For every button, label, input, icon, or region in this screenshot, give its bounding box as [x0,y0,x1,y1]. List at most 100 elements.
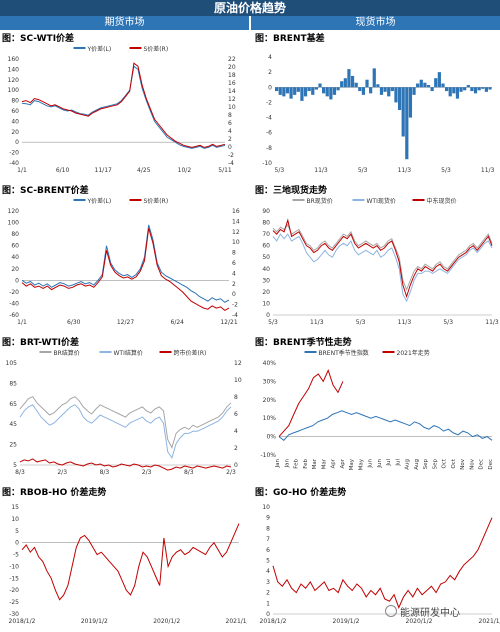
x-tick-label: 11/3 [398,319,412,326]
y-tick-label: 80 [11,231,19,238]
y-tick-label: 80 [262,220,270,227]
y-tick-label: -60 [9,312,19,319]
y-right-tick-label: -2 [232,302,238,309]
bar [463,87,467,91]
x-tick-label: 11/17 [95,167,112,174]
x-tick-label: Jun [377,458,383,468]
y-right-tick-label: 12 [232,229,240,236]
bar [459,87,463,92]
bar [322,87,326,94]
x-tick-label: Dec [479,459,485,470]
y-right-tick-label: -2 [228,152,234,159]
y-tick-label: -10 [262,160,272,167]
y-tick-label: 9 [266,515,270,522]
bar [430,87,434,92]
x-tick-label: Aug [405,459,411,470]
bar [390,87,394,92]
bar [426,85,431,88]
x-tick-label: 11/3 [398,167,412,174]
x-tick-label: 11/3 [481,167,495,174]
y-tick-label: 40 [262,266,270,273]
y-tick-label: 30% [263,378,277,385]
legend-label: 中东现货价 [427,197,457,205]
page-title: 原油价格趋势 [0,0,500,16]
y-tick-label: 0 [266,611,270,618]
y-right-tick-label: 22 [228,56,236,63]
sc-wti-chart: Y价差(L) S价差(R)160140120100806040200-20-402… [8,45,236,174]
y-tick-label: 20% [263,397,277,404]
x-tick-label: 5/11 [218,167,232,174]
x-tick-label: 10/2 [178,167,192,174]
y-tick-label: 5 [13,462,17,469]
y-tick-label: 80 [11,98,19,105]
x-tick-label: 8/3 [15,469,25,476]
y-tick-label: 100 [8,87,20,94]
y-tick-label: 5 [266,558,270,565]
y-tick-label: -20 [9,587,19,594]
y-tick-label: 20 [11,129,19,136]
bar [372,68,376,88]
y-right-tick-label: 10 [232,239,240,246]
y-right-tick-label: 16 [228,80,236,87]
bar [405,87,409,160]
brent-basis-chart: 420-2-4-6-8-105/3 11/3 5/3 11/3 5/3 11/3 [262,54,495,174]
bar [470,87,474,92]
panel-sc-wti: 图：SC-WTI价差 Y价差(L) S价差(R) 160 140 120 100 80 60 4… [0,31,247,181]
panel-rbob-ho: 图：RBOB-HO 价差走势 15 10 5 0 -5 -10 -15 -20 -25 -30 20… [0,485,247,630]
x-tick-label: 4/25 [137,167,151,174]
bar [369,87,373,94]
y-tick-label: 2 [268,69,272,76]
panel-three-spot: 图：三地现货走势 BR现货价 WTI现货价 中东现货价 90 80 70 60 50 40 30 2… [253,183,500,333]
legend-label: WTI结算价 [114,349,143,357]
x-tick-label: Oct [442,458,448,468]
y-tick-label: 0 [268,84,272,91]
x-tick-label: Jul [386,459,392,467]
series-line [19,404,232,460]
y-tick-label: -15 [9,575,19,582]
legend-label: BR现货价 [307,197,333,205]
series-line [272,233,493,303]
x-tick-label: Oct [451,458,457,468]
x-tick-label: 2018/1/2 [260,618,287,625]
bar [394,87,398,103]
y-tick-label: 0 [15,540,19,547]
bar [354,82,358,88]
y-right-tick-label: -4 [228,160,234,167]
bar [387,87,391,97]
panel-brt-wti: 图：BRT-WTI价差 BR结算价 WTI结算价 跨市价差(R) 105 85 65 45 2… [0,335,247,483]
y-tick-label: 50 [262,254,270,261]
bar [311,87,315,95]
bar [303,87,308,97]
y-tick-label: 45 [9,421,17,428]
chart-title: 图：SC-WTI价差 [2,34,75,44]
y-tick-label: 20 [11,266,19,273]
y-tick-label: 4 [266,568,270,575]
x-tick-label: Apr [331,458,337,468]
x-tick-label: Jan [284,458,290,468]
series-line [278,410,493,441]
x-tick-label: Jan [275,458,281,468]
y-tick-label: 10% [263,415,277,422]
bar [275,87,279,92]
y-right-tick-label: 14 [228,88,236,95]
bar [318,83,322,88]
x-tick-label: 2019/1/2 [81,618,108,625]
y-tick-label: -2 [266,99,272,106]
bar [300,87,304,101]
x-tick-label: Aug [414,459,420,470]
y-tick-label: -40 [9,160,19,167]
x-tick-label: Nov [460,458,466,469]
y-right-tick-label: 2 [234,445,238,452]
bar [484,87,488,92]
bar [481,87,485,89]
x-tick-label: Sep [423,459,429,470]
bar [488,87,492,90]
series-line [272,218,493,299]
legend-label: 2021年走势 [397,349,430,357]
x-tick-label: 5/3 [441,167,451,174]
bar [455,87,460,99]
x-tick-label: 2/3 [226,469,236,476]
